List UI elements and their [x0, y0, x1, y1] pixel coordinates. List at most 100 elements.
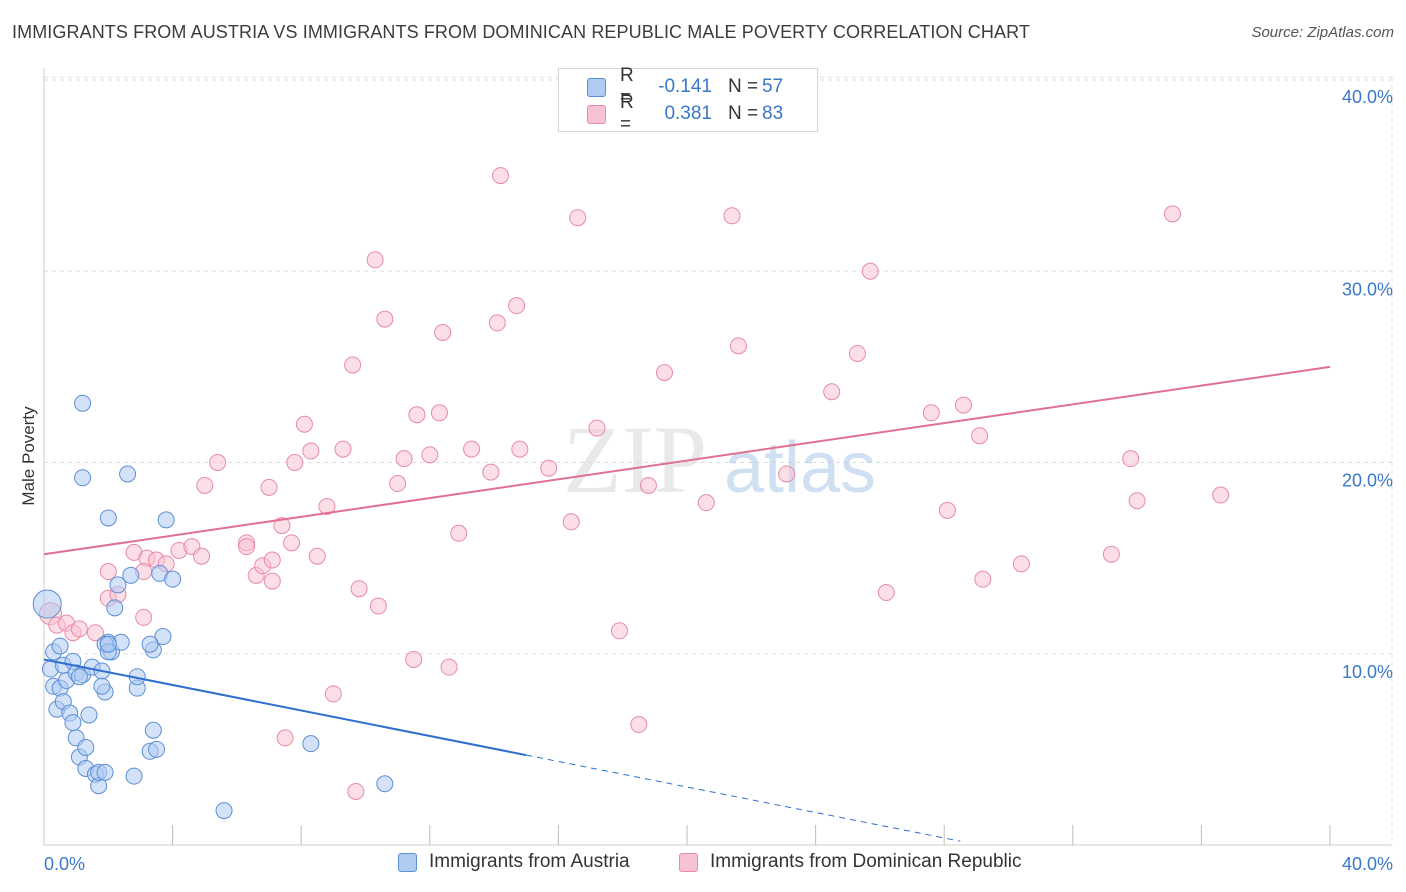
legend-item-swatch-dominican — [679, 852, 698, 872]
legend-item-austria[interactable]: Immigrants from Austria — [398, 851, 630, 873]
dominican-point — [463, 440, 481, 458]
legend-item-dominican[interactable]: Immigrants from Dominican Republic — [679, 851, 1022, 873]
dominican-point — [196, 476, 214, 494]
dominican-point — [508, 297, 526, 315]
legend-r-value-austria: -0.141 — [658, 76, 712, 97]
dominican-point — [434, 323, 452, 341]
dominican-point — [376, 310, 394, 328]
legend-swatch-austria — [587, 77, 606, 97]
watermark-zip: ZIP — [563, 406, 707, 513]
austria-point — [376, 775, 394, 793]
dominican-point — [450, 524, 468, 542]
dominican-point — [922, 404, 940, 422]
dominican-point — [318, 497, 336, 515]
dominican-point — [697, 494, 715, 512]
legend-row-austria: R = -0.141 N = 57 — [559, 65, 783, 108]
dominican-point — [86, 624, 104, 642]
austria-point — [74, 469, 92, 487]
austria-point — [106, 599, 124, 617]
dominican-point — [1102, 545, 1120, 563]
dominican-point — [405, 650, 423, 668]
dominican-point — [655, 364, 673, 382]
legend-n-value-dominican: 83 — [762, 103, 784, 124]
dominican-point — [482, 463, 500, 481]
y-tick-label: 10.0% — [1342, 662, 1393, 682]
dominican-point — [1012, 555, 1030, 573]
dominican-point — [492, 167, 510, 185]
dominican-point — [848, 344, 866, 362]
dominican-point — [540, 459, 558, 477]
dominican-point — [562, 513, 580, 531]
dominican-point — [334, 440, 352, 458]
dominican-point — [273, 517, 291, 535]
austria-point — [148, 740, 166, 758]
x-tick-label: 0.0% — [44, 854, 85, 874]
legend-row-dominican: R = 0.381 N = 83 — [559, 92, 784, 135]
dominican-point — [366, 251, 384, 269]
y-tick-label: 40.0% — [1342, 87, 1393, 107]
dominican-point — [308, 547, 326, 565]
legend-item-label-austria: Immigrants from Austria — [429, 851, 630, 872]
dominican-point — [1212, 486, 1230, 504]
dominican-point — [569, 209, 587, 227]
dominican-point — [723, 207, 741, 225]
legend-r-label: R = — [620, 65, 634, 108]
austria-point — [77, 738, 95, 756]
dominican-point — [511, 440, 529, 458]
austria-trend-extension — [526, 754, 961, 842]
dominican-point — [408, 406, 426, 424]
austria-point — [80, 706, 98, 724]
correlation-legend: R = -0.141 N = 57 R = 0.381 N = 83 — [558, 65, 818, 135]
austria-point — [70, 668, 88, 686]
dominican-point — [276, 729, 294, 747]
watermark-atlas: atlas — [724, 428, 876, 508]
dominican-point — [263, 572, 281, 590]
dominican-point — [209, 454, 227, 471]
dominican-point — [1163, 205, 1181, 223]
dominican-point — [389, 475, 407, 493]
austria-point — [164, 570, 182, 588]
dominican-point — [347, 782, 365, 800]
dominican-point — [861, 262, 879, 280]
dominican-point — [135, 608, 153, 626]
x-tick-label: 40.0% — [1342, 854, 1393, 874]
dominican-point — [369, 597, 387, 615]
austria-point — [154, 628, 172, 646]
axes — [43, 68, 1392, 846]
legend-swatch-dominican — [587, 104, 606, 124]
dominican-point — [877, 584, 895, 602]
legend-r-label: R = — [620, 92, 634, 135]
austria-point — [141, 635, 159, 653]
dominican-point — [440, 658, 458, 676]
dominican-point — [344, 356, 362, 374]
dominican-point — [193, 547, 211, 565]
dominican-point — [283, 534, 301, 552]
grid-lines — [44, 76, 1393, 845]
y-axis-label: Male Poverty — [19, 406, 38, 506]
dominican-point — [430, 404, 448, 422]
y-tick-label: 20.0% — [1342, 471, 1393, 491]
legend-item-swatch-austria — [398, 852, 417, 872]
dominican-point — [588, 419, 606, 437]
austria-point — [215, 802, 233, 820]
dominican-point — [729, 337, 747, 355]
austria-point — [51, 637, 69, 655]
dominican-point — [1122, 450, 1140, 468]
dominican-point — [350, 580, 368, 598]
chart-title: IMMIGRANTS FROM AUSTRIA VS IMMIGRANTS FR… — [12, 22, 1030, 42]
dominican-point — [630, 716, 648, 734]
dominican-point — [488, 314, 506, 332]
dominican-point — [260, 478, 278, 496]
dominican-point — [639, 476, 657, 494]
dominican-point — [302, 442, 320, 460]
austria-point — [109, 576, 127, 594]
dominican-point — [395, 450, 413, 468]
austria-point — [99, 509, 117, 527]
source-credit: Source: ZipAtlas.com — [1251, 24, 1394, 41]
series-legend: Immigrants from Austria Immigrants from … — [0, 851, 1406, 879]
austria-point — [74, 394, 92, 412]
dominican-point — [70, 620, 88, 638]
dominican-point — [778, 465, 796, 483]
dominican-point — [238, 538, 256, 556]
